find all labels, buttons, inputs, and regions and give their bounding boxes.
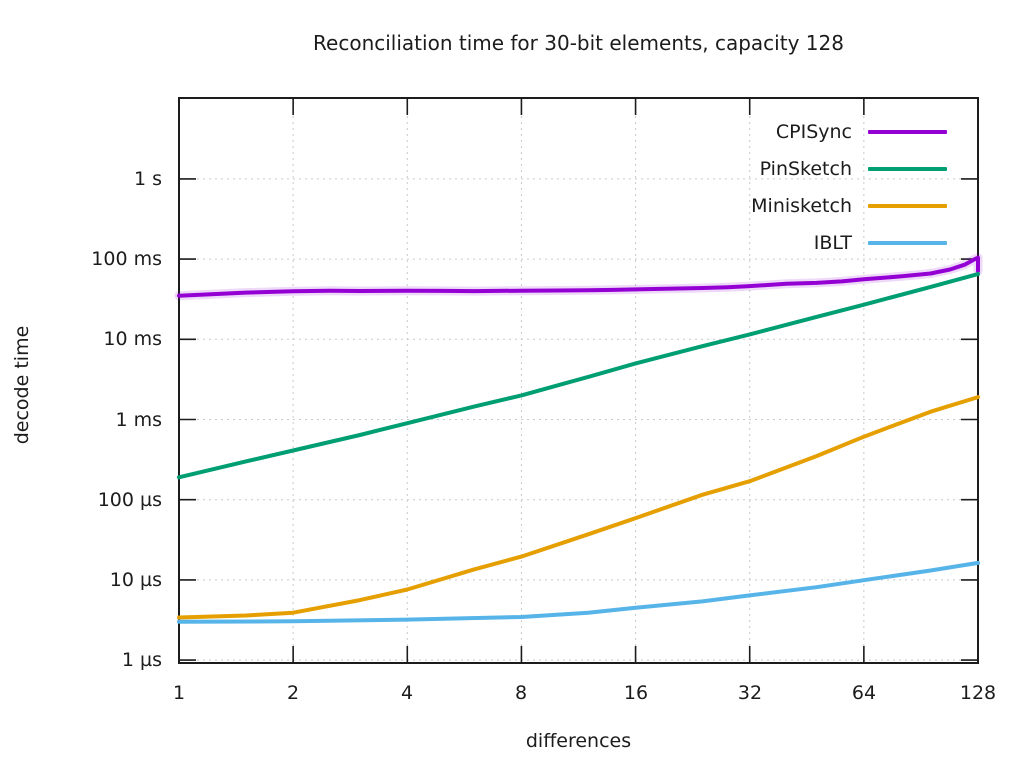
series-line-cpisync xyxy=(177,255,980,298)
x-tick-label-4: 4 xyxy=(400,682,414,704)
x-tick-label-2: 2 xyxy=(286,682,300,704)
x-tick-label-32: 32 xyxy=(737,682,763,704)
y-tick-label-10us: 10 µs xyxy=(109,569,162,591)
x-tick-label-128: 128 xyxy=(959,682,997,704)
x-tick-label-64: 64 xyxy=(851,682,877,704)
y-tick-label-10ms: 10 ms xyxy=(103,328,162,350)
x-tick-label-1: 1 xyxy=(172,682,186,704)
x-tick-label-8: 8 xyxy=(514,682,528,704)
y-tick-label-1s: 1 s xyxy=(133,168,162,190)
y-tick-label-100ms: 100 ms xyxy=(91,248,162,270)
series-pinsketch xyxy=(177,272,980,480)
series-cpisync xyxy=(174,253,983,301)
series-line-pinsketch xyxy=(177,272,980,480)
legend-label-cpisync: CPISync xyxy=(775,121,852,143)
legend-line-iblt xyxy=(868,241,947,245)
legend-line-pinsketch xyxy=(868,167,947,171)
legend-label-minisketch: Minisketch xyxy=(751,195,852,217)
legend-line-cpisync xyxy=(868,130,947,134)
chart-title: Reconciliation time for 30-bit elements,… xyxy=(313,31,844,55)
series-line-minisketch xyxy=(177,395,980,620)
legend-line-minisketch xyxy=(868,204,947,208)
legend-label-iblt: IBLT xyxy=(813,232,852,254)
x-axis-label: differences xyxy=(525,730,632,752)
x-tick-label-16: 16 xyxy=(623,682,649,704)
series-iblt xyxy=(177,560,980,624)
y-tick-label-1ms: 1 ms xyxy=(115,409,162,431)
y-tick-label-1us: 1 µs xyxy=(121,649,162,671)
series-minisketch xyxy=(177,395,980,620)
plot-border xyxy=(178,97,979,664)
series-line-iblt xyxy=(177,560,980,624)
y-tick-label-100us: 100 µs xyxy=(97,489,162,511)
legend-label-pinsketch: PinSketch xyxy=(759,158,852,180)
